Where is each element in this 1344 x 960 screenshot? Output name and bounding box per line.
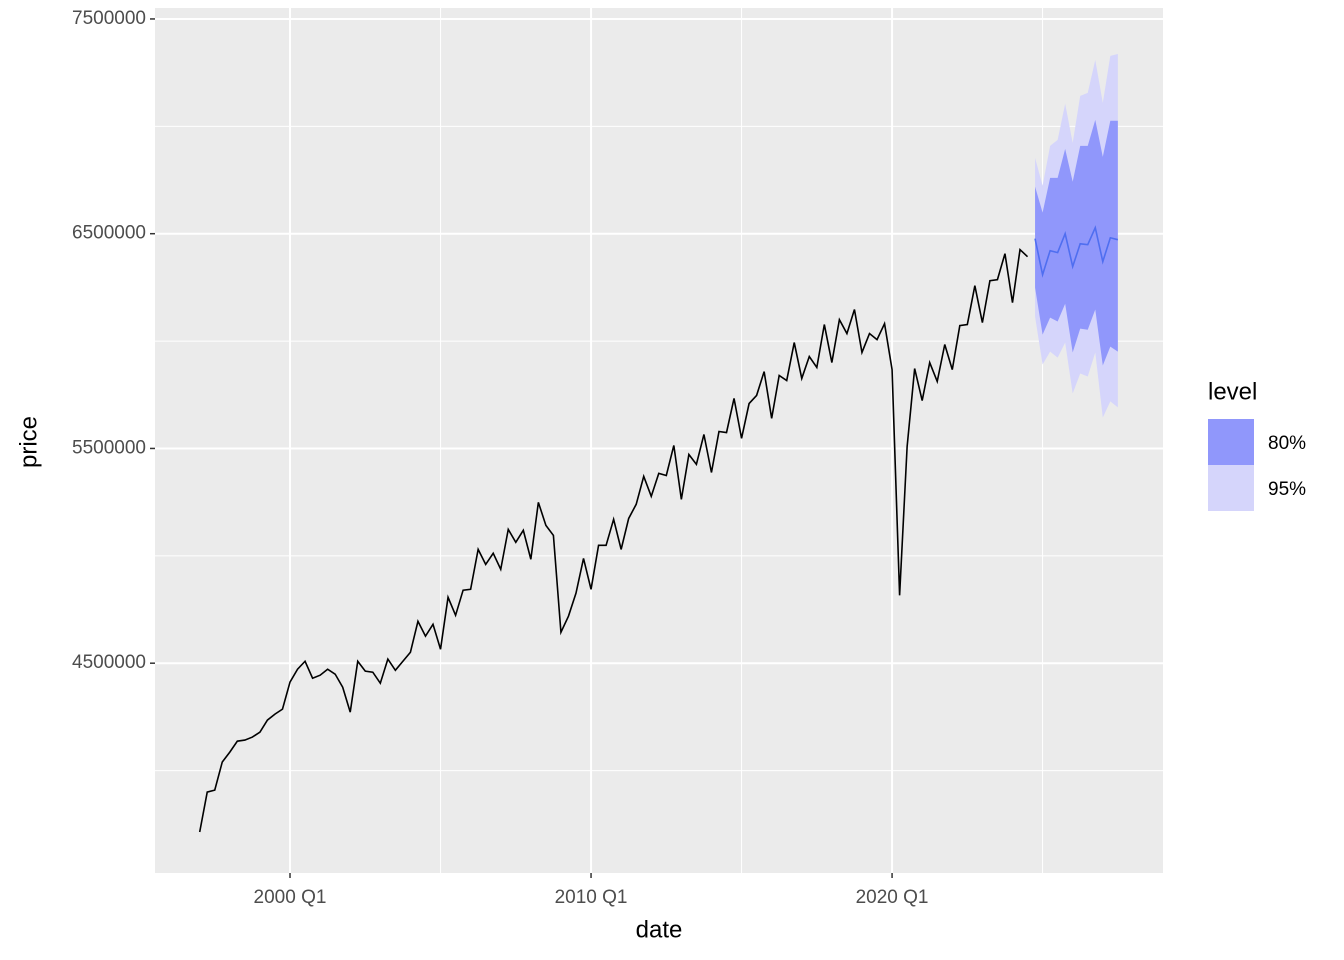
panel-background [155,8,1163,873]
series-line [1034,225,1119,278]
legend-key [1208,465,1254,511]
legend-key [1208,419,1254,465]
legend-title: level [1208,378,1257,405]
legend-label: 80% [1268,433,1306,454]
x-tick-label: 2010 Q1 [555,887,628,908]
y-tick-label: 4500000 [72,652,146,673]
x-tick-label: 2020 Q1 [856,887,929,908]
y-tick-label: 7500000 [72,8,146,29]
x-axis-title: date [636,916,683,943]
legend-label: 95% [1268,479,1306,500]
y-tick-label: 5500000 [72,437,146,458]
series-line [198,247,1029,833]
x-tick-label: 2000 Q1 [254,887,327,908]
y-tick-label: 6500000 [72,223,146,244]
interval-band [1035,119,1118,366]
y-axis-title: price [15,416,42,468]
